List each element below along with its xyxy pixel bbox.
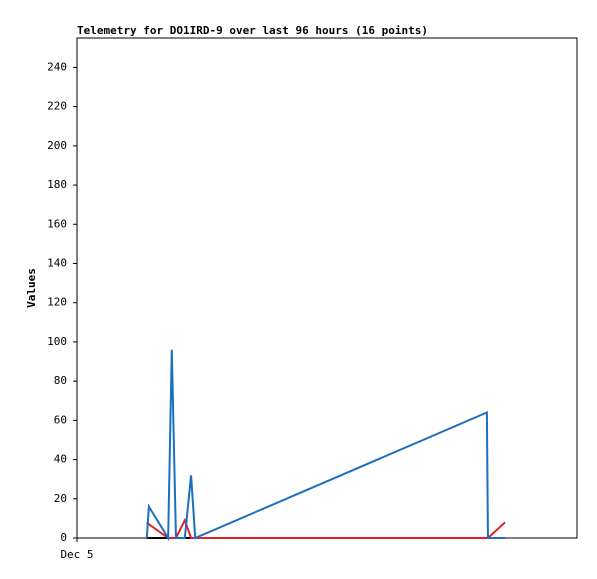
y-tick-label: 200 [47,139,67,152]
y-tick-label: 120 [47,296,67,309]
y-tick-label: 160 [47,217,67,230]
series-line [145,349,506,542]
y-tick-label: 60 [54,413,67,426]
y-tick-label: 240 [47,60,67,73]
y-tick-label: 140 [47,256,67,269]
y-axis-label: Values [25,268,38,308]
plot-frame [76,37,578,539]
y-tick-label: 100 [47,335,67,348]
y-tick-label: 220 [47,100,67,113]
y-tick-label: 0 [60,531,67,544]
x-tick-label: Dec 5 [60,548,93,561]
y-tick-label: 40 [54,453,67,466]
y-tick-label: 20 [54,492,67,505]
y-tick-label: 80 [54,374,67,387]
chart-title: Telemetry for DO1IRD-9 over last 96 hour… [77,24,428,37]
y-tick-label: 180 [47,178,67,191]
